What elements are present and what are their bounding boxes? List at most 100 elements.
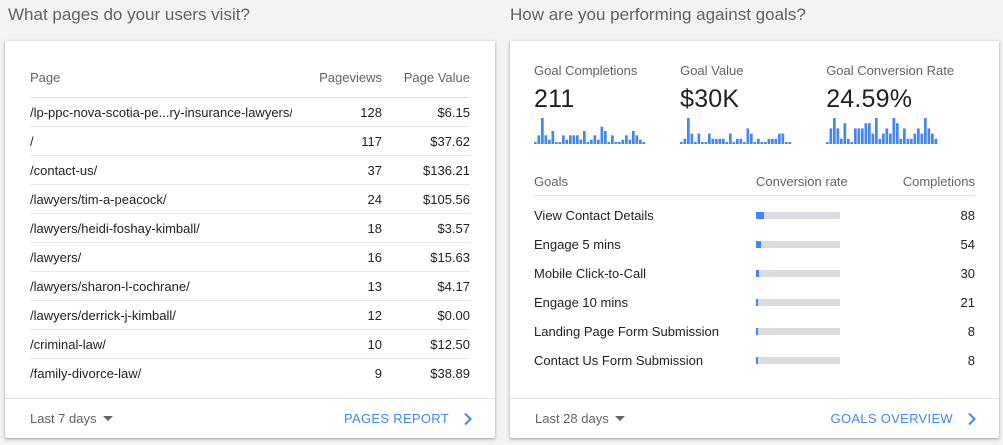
sparkline-bar: [597, 139, 600, 144]
bar-fill: [756, 328, 758, 335]
date-range-label: Last 28 days: [535, 411, 609, 426]
sparkline-bar: [593, 135, 597, 144]
page-value: $4.17: [437, 278, 470, 294]
bar-fill: [756, 357, 758, 364]
goal-metrics: Goal Completions 211 Goal Value $30K Goal Co…: [534, 63, 981, 144]
sparkline-bar: [924, 118, 927, 144]
sparkline-bar: [694, 142, 697, 144]
sparkline-bar: [576, 135, 579, 144]
chevron-right-icon: [464, 412, 472, 425]
completions-value: 8: [967, 353, 975, 368]
goals-column-header: Goals: [534, 174, 568, 189]
sparkline-bar: [683, 138, 687, 144]
sparkline-bar: [718, 138, 722, 144]
pageviews-value: 9: [374, 366, 382, 381]
metric-value: $30K: [680, 85, 740, 113]
bar-track: [756, 270, 840, 277]
goal-name: Landing Page Form Submission: [534, 324, 719, 339]
sparkline-bar: [541, 118, 544, 144]
sparkline: [534, 118, 646, 144]
goals-overview-label: GOALS OVERVIEW: [830, 411, 953, 426]
sparkline-bar: [604, 131, 607, 144]
pageviews-column-header: Pageviews: [319, 70, 382, 85]
pages-report-link[interactable]: PAGES REPORT: [344, 411, 475, 426]
sparkline-bar: [635, 135, 639, 144]
table-row: Landing Page Form Submission 8: [534, 317, 975, 346]
sparkline-bar: [739, 138, 743, 144]
caret-down-icon: [614, 416, 625, 421]
bar-track: [756, 299, 840, 306]
metric-value: 211: [534, 85, 575, 113]
sparkline-bar: [611, 135, 614, 144]
table-row: /lawyers/16 $15.63: [30, 243, 470, 272]
pageviews-value: 128: [360, 104, 382, 120]
sparkline-bar: [732, 142, 736, 144]
table-row: View Contact Details 88: [534, 201, 975, 230]
sparkline-bar: [847, 138, 850, 144]
pages-card: Page Pageviews Page Value /lp-ppc-nova-s…: [5, 41, 495, 438]
page-value: $38.89: [430, 366, 470, 381]
table-row: /criminal-law/10 $12.50: [30, 330, 470, 359]
sparkline-bar: [843, 123, 847, 144]
sparkline-bar: [639, 139, 642, 144]
pageviews-value: 37: [367, 162, 382, 178]
sparkline-bar: [767, 138, 771, 144]
pages-date-range-dropdown[interactable]: Last 7 days: [30, 411, 113, 426]
table-row: Mobile Click-to-Call 30: [534, 259, 975, 288]
goals-card: Goal Completions 211 Goal Value $30K Goal Co…: [510, 41, 999, 438]
sparkline-bar: [565, 139, 569, 144]
sparkline-bar: [920, 133, 924, 144]
goals-date-range-dropdown[interactable]: Last 28 days: [535, 411, 625, 426]
metric-label: Goal Completions: [534, 63, 638, 78]
goal-name: Engage 10 mins: [534, 295, 628, 310]
sparkline-bar: [750, 133, 753, 144]
sparkline-bar: [548, 139, 551, 144]
sparkline-bar: [600, 126, 604, 144]
table-row: /lp-ppc-nova-scotia-pe...ry-insurance-la…: [30, 98, 470, 127]
goal-name: View Contact Details: [534, 208, 654, 223]
page-value: $6.15: [437, 104, 470, 120]
sparkline-bar: [861, 128, 864, 144]
sparkline-bar: [618, 142, 621, 144]
sparkline-bar: [854, 128, 857, 144]
sparkline-bar: [826, 142, 829, 144]
sparkline-bar: [628, 139, 632, 144]
sparkline-bar: [690, 133, 694, 144]
sparkline-bar: [878, 138, 882, 144]
conversion-rate-bar: [756, 357, 896, 364]
goals-overview-link[interactable]: GOALS OVERVIEW: [831, 411, 979, 426]
page-path: /lawyers/sharon-l-cochrane/: [30, 278, 190, 294]
sparkline-bar: [896, 123, 899, 144]
sparkline-bar: [781, 133, 785, 144]
sparkline-bar: [625, 135, 628, 144]
page-path: /contact-us/: [30, 162, 98, 178]
sparkline-bar: [778, 133, 781, 144]
metric-label: Goal Conversion Rate: [826, 63, 955, 78]
goal-metric: Goal Conversion Rate 24.59%: [826, 63, 981, 144]
completions-value: 21: [960, 295, 975, 310]
page-path: /lawyers/heidi-foshay-kimball/: [30, 220, 200, 236]
sparkline-bar: [913, 133, 917, 144]
table-row: /family-divorce-law/9 $38.89: [30, 359, 470, 388]
sparkline-bar: [903, 128, 906, 144]
sparkline-bar: [607, 142, 611, 144]
sparkline-bar: [715, 138, 718, 144]
pages-card-footer: Last 7 days PAGES REPORT: [5, 398, 495, 438]
sparkline-bar: [621, 139, 625, 144]
sparkline-bar: [569, 135, 572, 144]
page-value: $3.57: [437, 220, 470, 236]
sparkline-bar: [746, 128, 750, 144]
sparkline-bar: [711, 138, 715, 144]
sparkline-bar: [614, 142, 618, 144]
conversion-rate-bar: [756, 212, 896, 219]
page-path: /lawyers/: [30, 249, 82, 265]
table-row: /lawyers/tim-a-peacock/24 $105.56: [30, 185, 470, 214]
table-row: / 117 $37.62: [30, 127, 470, 156]
pageviews-value: 12: [367, 307, 382, 323]
goals-section-title: How are you performing against goals?: [510, 5, 806, 24]
goal-metric: Goal Completions 211: [534, 63, 680, 144]
sparkline-bar: [743, 142, 746, 144]
conversion-rate-bar: [756, 328, 896, 335]
page-path: /criminal-law/: [30, 336, 106, 352]
pageviews-value: 117: [361, 133, 382, 149]
